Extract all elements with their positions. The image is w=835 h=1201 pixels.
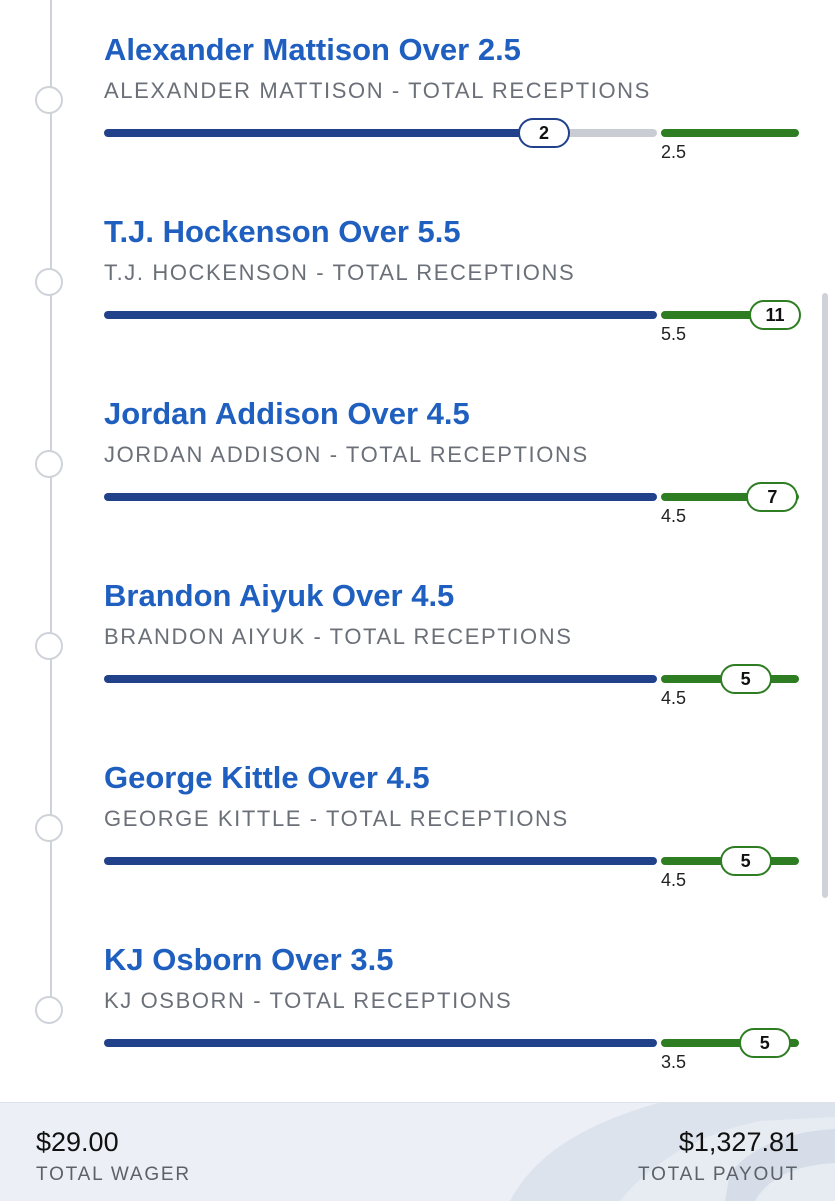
over-zone [661, 1039, 799, 1047]
result-value-badge: 5 [719, 664, 772, 694]
circle-node-icon [35, 632, 63, 660]
total-payout-label: TOTAL PAYOUT [638, 1164, 799, 1185]
line-value-label: 4.5 [661, 506, 687, 526]
result-value-badge: 5 [738, 1028, 791, 1058]
parlay-leg[interactable]: Alexander Mattison Over 2.5 ALEXANDER MAT… [0, 0, 835, 182]
parlay-leg[interactable]: KJ Osborn Over 3.5 KJ OSBORN - TOTAL RECE… [0, 910, 835, 1092]
progress-fill [104, 493, 657, 501]
scrollbar[interactable] [822, 293, 828, 898]
circle-node-icon [35, 814, 63, 842]
progress-remaining [544, 129, 657, 137]
result-value-badge: 5 [719, 846, 772, 876]
leg-market-subtitle: T.J. HOCKENSON - TOTAL RECEPTIONS [104, 260, 576, 285]
progress-track [104, 129, 799, 137]
line-value-label: 5.5 [661, 324, 687, 344]
total-wager-label: TOTAL WAGER [36, 1164, 191, 1185]
timeline-line [50, 0, 52, 1015]
progress-track [104, 857, 799, 865]
leg-market-subtitle: KJ OSBORN - TOTAL RECEPTIONS [104, 988, 513, 1013]
progress-track [104, 675, 799, 683]
over-zone [661, 311, 799, 319]
result-value-badge: 11 [749, 300, 801, 330]
leg-title[interactable]: Alexander Mattison Over 2.5 [104, 32, 521, 67]
bet-summary-footer: $29.00 TOTAL WAGER $1,327.81 TOTAL PAYOU… [0, 1102, 835, 1201]
leg-title[interactable]: George Kittle Over 4.5 [104, 760, 430, 795]
leg-market-subtitle: GEORGE KITTLE - TOTAL RECEPTIONS [104, 806, 569, 831]
logo-watermark-icon [510, 1103, 835, 1201]
circle-node-icon [35, 450, 63, 478]
progress-fill [104, 857, 657, 865]
result-value-badge: 2 [518, 118, 570, 148]
leg-title[interactable]: T.J. Hockenson Over 5.5 [104, 214, 461, 249]
line-value-label: 3.5 [661, 1052, 687, 1072]
leg-market-subtitle: JORDAN ADDISON - TOTAL RECEPTIONS [104, 442, 589, 467]
parlay-leg[interactable]: Jordan Addison Over 4.5 JORDAN ADDISON - … [0, 364, 835, 546]
circle-node-icon [35, 86, 63, 114]
leg-market-subtitle: ALEXANDER MATTISON - TOTAL RECEPTIONS [104, 78, 651, 103]
progress-track [104, 1039, 799, 1047]
progress-track [104, 493, 799, 501]
parlay-leg[interactable]: Brandon Aiyuk Over 4.5 BRANDON AIYUK - TO… [0, 546, 835, 728]
over-zone [661, 493, 799, 501]
result-value-badge: 7 [746, 482, 799, 512]
parlay-leg[interactable]: George Kittle Over 4.5 GEORGE KITTLE - TO… [0, 728, 835, 910]
over-zone [661, 129, 799, 137]
line-value-label: 2.5 [661, 142, 687, 162]
parlay-leg[interactable]: T.J. Hockenson Over 5.5 T.J. HOCKENSON - … [0, 182, 835, 364]
leg-market-subtitle: BRANDON AIYUK - TOTAL RECEPTIONS [104, 624, 573, 649]
progress-fill [104, 675, 657, 683]
leg-title[interactable]: Brandon Aiyuk Over 4.5 [104, 578, 455, 613]
progress-fill [104, 129, 544, 137]
progress-fill [104, 311, 657, 319]
circle-node-icon [35, 268, 63, 296]
progress-fill [104, 1039, 657, 1047]
leg-title[interactable]: Jordan Addison Over 4.5 [104, 396, 470, 431]
total-wager-amount: $29.00 [36, 1127, 119, 1157]
total-payout-amount: $1,327.81 [678, 1127, 799, 1157]
leg-title[interactable]: KJ Osborn Over 3.5 [104, 942, 394, 977]
line-value-label: 4.5 [661, 870, 687, 890]
line-value-label: 4.5 [661, 688, 687, 708]
circle-node-icon [35, 996, 63, 1024]
progress-track [104, 311, 799, 319]
